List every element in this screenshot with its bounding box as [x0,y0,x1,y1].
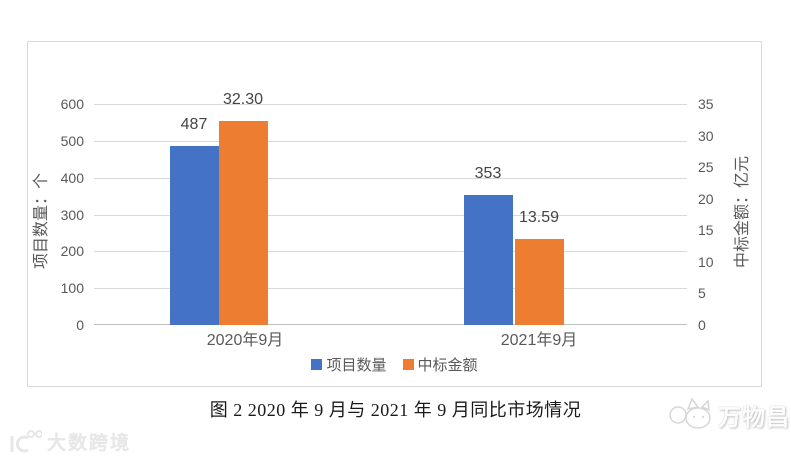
legend-label: 项目数量 [326,357,387,374]
primary-tick-label: 200 [60,243,84,260]
primary-tick-label: 300 [60,206,84,223]
bar-项目数量-2020年9月 [169,145,219,325]
bar-中标金额-2020年9月 [218,121,268,325]
legend-swatch-icon [311,359,323,370]
category-axis-line [94,324,687,325]
secondary-tick-label: 15 [698,222,714,239]
data-label: 487 [180,115,208,133]
gridline [94,251,687,253]
secondary-tick-label: 5 [698,285,706,302]
watermark-right-text: 万物昌 [718,404,790,430]
gridline [94,140,687,142]
secondary-tick-label: 30 [698,127,714,144]
data-label: 32.30 [222,91,264,109]
figure-caption: 图 2 2020 年 9 月与 2021 年 9 月同比市场情况 [209,400,582,420]
legend-label: 中标金额 [417,357,478,374]
bar-中标金额-2021年9月 [514,239,564,325]
cat-logo-icon [666,397,712,433]
chart-legend: 项目数量 中标金额 [28,354,761,375]
category-label: 2021年9月 [500,332,578,349]
chart-card: 487 353 32.30 13.59 600 500 400 300 200 100 0 35 3… [27,41,762,387]
dashukuajing-logo-icon [8,429,42,454]
primary-tick-label: 400 [60,169,84,186]
bar-项目数量-2021年9月 [463,194,513,325]
primary-tick-label: 600 [60,96,84,112]
legend-item-中标金额: 中标金额 [402,354,478,375]
gridline [94,177,687,179]
gridline [94,104,687,105]
watermark-bottom-right: 万物昌 [666,397,790,433]
primary-tick-label: 100 [60,280,84,297]
primary-axis-title: 项目数量：个 [33,173,50,270]
secondary-tick-label: 20 [698,190,714,207]
gridline [94,288,687,290]
secondary-tick-label: 0 [698,317,706,333]
primary-tick-label: 500 [60,132,84,149]
secondary-tick-label: 25 [698,159,714,176]
secondary-tick-label: 35 [698,96,714,112]
watermark-left-text: 大数跨境 [47,433,132,454]
secondary-axis-title: 中标金额：亿元 [734,156,751,269]
watermark-bottom-left: 大数跨境 [8,428,131,455]
category-label: 2020年9月 [206,332,284,349]
secondary-tick-label: 10 [698,253,714,270]
data-label: 13.59 [518,209,560,227]
plot-area: 487 353 32.30 13.59 [94,91,687,325]
data-label: 353 [474,164,502,182]
gridline [94,214,687,216]
primary-tick-label: 0 [76,317,84,333]
legend-item-项目数量: 项目数量 [311,354,387,375]
legend-swatch-icon [402,359,414,370]
